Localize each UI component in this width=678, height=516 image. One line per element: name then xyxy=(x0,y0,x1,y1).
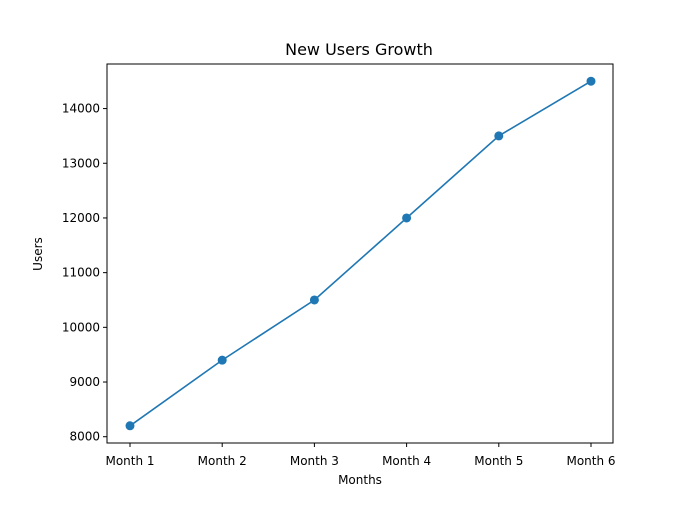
x-tick-label: Month 1 xyxy=(105,454,154,468)
y-tick-label: 8000 xyxy=(69,430,100,444)
data-point xyxy=(125,421,135,431)
series-line xyxy=(129,80,592,427)
x-tick-label: Month 3 xyxy=(290,454,339,468)
y-tick-label: 13000 xyxy=(62,156,100,170)
x-axis-label: Months xyxy=(338,473,382,487)
y-tick-label: 14000 xyxy=(62,102,100,116)
data-point xyxy=(586,76,596,86)
y-axis-label: Users xyxy=(31,237,45,271)
axes-frame xyxy=(106,63,614,444)
x-tick-label: Month 2 xyxy=(198,454,247,468)
y-tick-label: 11000 xyxy=(62,266,100,280)
x-tick-label: Month 4 xyxy=(382,454,431,468)
data-point xyxy=(309,295,319,305)
y-tick-label: 12000 xyxy=(62,211,100,225)
data-point xyxy=(402,213,412,223)
y-tick-label: 10000 xyxy=(62,320,100,334)
x-tick-label: Month 5 xyxy=(474,454,523,468)
chart-title: New Users Growth xyxy=(285,40,433,59)
plot-layer xyxy=(125,76,596,431)
data-point xyxy=(217,355,227,365)
y-tick-label: 9000 xyxy=(69,375,100,389)
x-tick-label: Month 6 xyxy=(566,454,615,468)
tick-layer: 8000 9000 10000 11000 12000 13000 14000 Month 1… xyxy=(62,102,616,468)
data-point xyxy=(494,131,504,141)
